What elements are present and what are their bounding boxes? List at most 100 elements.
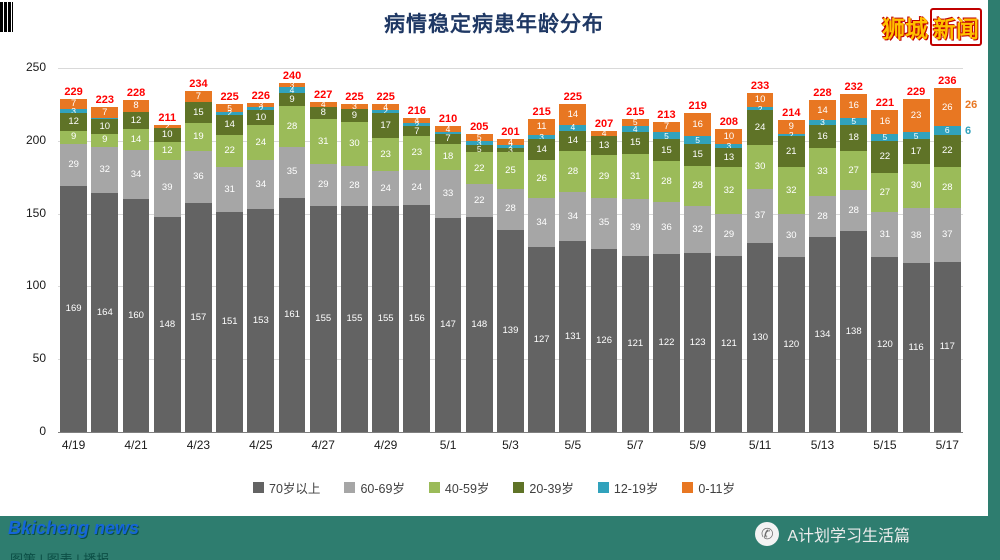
x-tick-label bbox=[276, 438, 307, 452]
bar-total-label: 207 bbox=[594, 117, 614, 130]
bar-segment: 15 bbox=[684, 143, 712, 166]
bar-stack: 148 39 12 10 2 bbox=[153, 122, 181, 432]
x-tick-label bbox=[776, 438, 807, 452]
bar-segment: 26 bbox=[528, 159, 556, 198]
bar-stack: 155 29 31 8 4 bbox=[309, 100, 337, 432]
bar-segment: 37 bbox=[933, 207, 961, 262]
bar-segment: 3 bbox=[465, 138, 493, 147]
bar-segment: 120 bbox=[871, 257, 899, 432]
legend: 70岁以上 60-69岁 40-59岁 20-39岁 12-19岁 0-11岁 bbox=[0, 478, 988, 497]
bar-segment: 127 bbox=[528, 247, 556, 432]
bar-column: 225 131 34 28 14 4 14 bbox=[557, 68, 588, 432]
x-tick-label: 5/7 bbox=[626, 438, 644, 452]
bar-segment: 4 bbox=[403, 116, 431, 124]
watermark-text: Bkicheng news bbox=[8, 518, 140, 538]
bar-segment: 10 bbox=[247, 110, 275, 125]
bar-column: 225 155 28 30 9 3 bbox=[339, 68, 370, 432]
bar-segment: 16 bbox=[840, 94, 868, 118]
account-icon: ✆ bbox=[755, 522, 780, 546]
footer-account-name: A计划学习生活篇 bbox=[787, 528, 910, 545]
y-tick-label: 50 bbox=[32, 351, 46, 366]
bar-column: 228 134 28 33 16 3 14 bbox=[807, 68, 838, 432]
bar-segment: 16 bbox=[809, 124, 836, 149]
bar-stack: 151 31 22 14 2 5 bbox=[216, 103, 244, 432]
bar-segment: 28 bbox=[341, 165, 368, 207]
bar-segment: 7 bbox=[60, 98, 88, 109]
y-tick-label: 0 bbox=[39, 424, 46, 438]
bar-segment: 38 bbox=[902, 207, 930, 264]
bar-stack: 169 29 9 12 3 7 bbox=[60, 98, 88, 432]
bar-segment: 134 bbox=[809, 236, 836, 432]
bar-total-label: 216 bbox=[407, 104, 427, 117]
bar-column: 236 117 37 28 22 6 26 bbox=[932, 68, 963, 432]
bar-segment: 10 bbox=[715, 129, 743, 144]
bar-segment: 27 bbox=[871, 172, 899, 213]
bar-segment: 3 bbox=[715, 141, 743, 150]
bar-segment: 3 bbox=[341, 102, 368, 111]
bar-segment: 7 bbox=[91, 107, 119, 118]
bar-total-label: 219 bbox=[688, 100, 707, 113]
bar-segment: 9 bbox=[777, 120, 805, 134]
bar-segment: 169 bbox=[60, 185, 88, 432]
x-tick-label: 4/21 bbox=[124, 438, 148, 452]
bar-column: 213 122 36 28 15 5 7 bbox=[651, 68, 682, 432]
x-tick-label: 4/23 bbox=[186, 438, 211, 452]
bar-segment: 39 bbox=[153, 159, 181, 217]
bar-segment: 2 bbox=[746, 104, 774, 113]
x-tick-label: 5/1 bbox=[439, 438, 457, 452]
legend-swatch bbox=[253, 482, 265, 493]
x-tick-label: 4/27 bbox=[311, 438, 335, 452]
bar-total-label: 228 bbox=[813, 87, 832, 100]
chart-title: 病情稳定病患年龄分布 bbox=[384, 13, 604, 36]
bar-stack: 155 28 30 9 3 bbox=[341, 102, 368, 432]
bar-segment: 5 bbox=[465, 133, 493, 141]
bar-segment: 30 bbox=[746, 145, 774, 189]
bar-total-label: 215 bbox=[532, 106, 551, 118]
bar-segment: 10 bbox=[153, 127, 181, 143]
bar-segment: 4 bbox=[559, 123, 587, 132]
bar-segment: 3 bbox=[278, 80, 306, 89]
x-tick-label bbox=[214, 438, 245, 452]
bar-segment: 157 bbox=[185, 203, 212, 432]
bar-segment: 116 bbox=[902, 263, 930, 432]
bar-segment: 36 bbox=[185, 151, 212, 204]
bar-stack: 121 29 32 13 3 10 bbox=[715, 129, 743, 432]
bar-total-label: 225 bbox=[345, 91, 364, 104]
x-tick-label bbox=[713, 438, 744, 452]
bar-segment: 28 bbox=[278, 105, 306, 147]
bar-column: 225 155 24 23 17 2 4 bbox=[370, 68, 401, 432]
legend-item: 20-39岁 bbox=[513, 478, 574, 497]
bar-segment: 17 bbox=[902, 139, 930, 165]
bar-column: 226 153 34 24 10 2 3 bbox=[245, 68, 276, 432]
bar-segment: 32 bbox=[777, 167, 805, 214]
bar-segment: 30 bbox=[902, 164, 930, 208]
bar-stack: 160 34 14 12 8 bbox=[122, 100, 150, 432]
bar-segment: 22 bbox=[871, 140, 899, 173]
bar-column: 211 148 39 12 10 2 bbox=[152, 68, 183, 432]
bar-segment: 28 bbox=[559, 151, 587, 192]
x-tick-label bbox=[588, 438, 619, 452]
y-tick-label: 100 bbox=[25, 278, 46, 293]
bar-segment: 153 bbox=[247, 209, 275, 432]
bar-total-label: 223 bbox=[95, 94, 114, 107]
bar-segment: 10 bbox=[91, 119, 119, 134]
bar-stack: 122 36 28 15 5 7 bbox=[653, 121, 680, 432]
x-tick-label: 5/11 bbox=[748, 438, 772, 452]
bar-stack: 121 39 31 15 4 5 bbox=[621, 118, 649, 432]
bar-segment: 8 bbox=[122, 100, 150, 112]
x-tick-label: 5/9 bbox=[689, 438, 706, 452]
bar-segment: 6 bbox=[933, 126, 961, 135]
bar-total-label: 215 bbox=[626, 106, 645, 119]
last-bar-teal-value-label: 6 bbox=[965, 125, 972, 137]
legend-label: 40-59岁 bbox=[444, 482, 490, 496]
bar-segment: 5 bbox=[871, 133, 899, 141]
bar-segment: 11 bbox=[528, 119, 556, 136]
bar-column: 214 120 30 32 21 2 9 bbox=[776, 68, 807, 432]
bar-segment: 15 bbox=[621, 132, 649, 154]
bar-segment: 31 bbox=[216, 167, 244, 213]
bar-segment: 2 bbox=[403, 120, 431, 129]
bar-segment: 24 bbox=[372, 171, 400, 207]
bar-column: 201 139 28 25 3 2 4 bbox=[495, 68, 526, 432]
bar-stack: 127 34 26 14 3 11 bbox=[528, 119, 556, 432]
